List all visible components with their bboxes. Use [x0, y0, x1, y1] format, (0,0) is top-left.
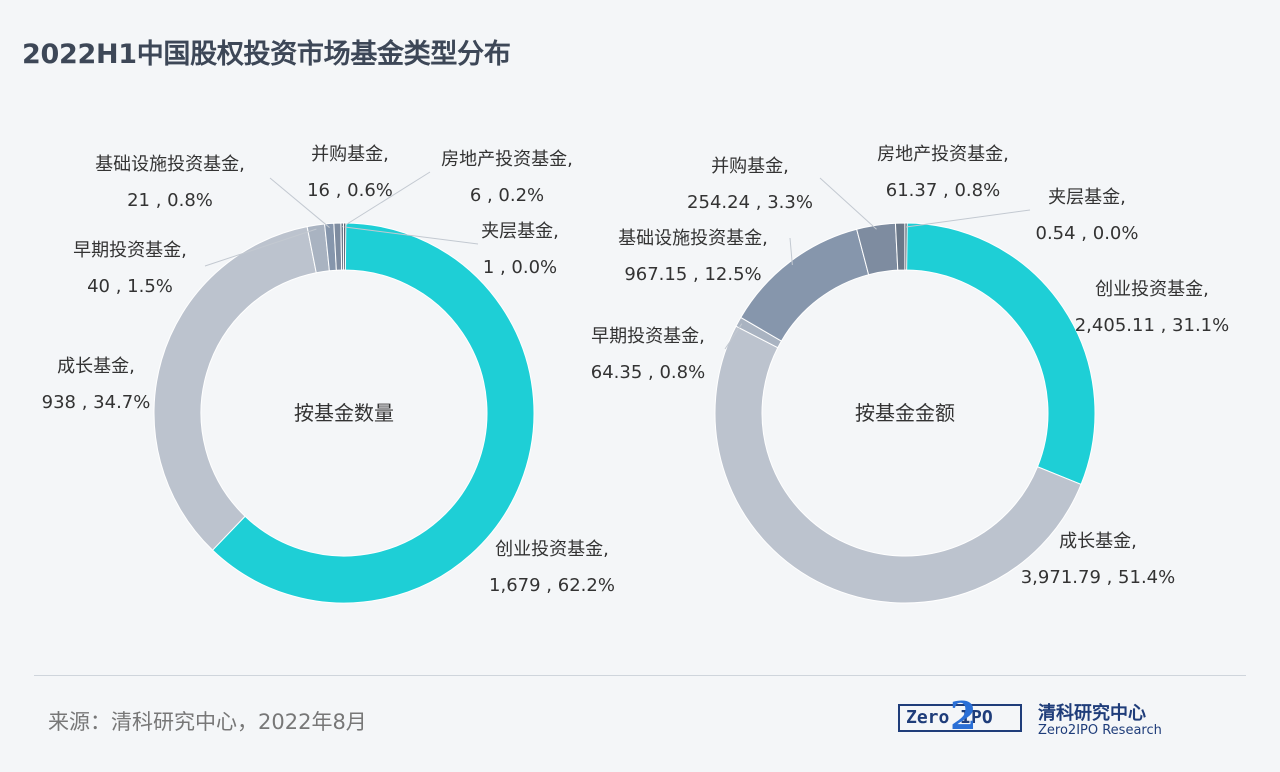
- leader-line-2-4: [789, 237, 793, 266]
- slice-label-name-1-3: 早期投资基金,: [73, 240, 187, 261]
- leader-line-1-6: [342, 171, 431, 228]
- slice-label-value-1-3: 40 , 1.5%: [87, 276, 173, 297]
- leader-line-1-4: [269, 177, 330, 228]
- slice-label-value-2-5: 254.24 , 3.3%: [687, 192, 813, 213]
- slice-label-name-1-7: 夹层基金,: [481, 221, 559, 242]
- divider: [34, 675, 1246, 676]
- slice-label-name-2-7: 夹层基金,: [1048, 187, 1126, 208]
- slice-label-value-2-7: 0.54 , 0.0%: [1036, 223, 1139, 244]
- slice-label-name-2-1: 创业投资基金,: [1095, 279, 1209, 300]
- slice-label-value-1-5: 16 , 0.6%: [307, 180, 393, 201]
- source-note: 来源：清科研究中心，2022年8月: [48, 710, 367, 734]
- slice-label-value-1-2: 938 , 34.7%: [42, 392, 151, 413]
- slice-label-value-2-1: 2,405.11 , 31.1%: [1075, 315, 1230, 336]
- slice-label-name-2-5: 并购基金,: [711, 156, 789, 177]
- leader-line-2-3: [724, 323, 743, 350]
- slice-1-2[interactable]: [153, 226, 317, 551]
- zero2ipo-logo: Zero IPO 2 清科研究中心 Zero2IPO Research: [898, 693, 1188, 745]
- slice-label-name-1-2: 成长基金,: [57, 356, 135, 377]
- slice-1-7[interactable]: [343, 222, 347, 271]
- page-title: 2022H1中国股权投资市场基金类型分布: [22, 39, 511, 70]
- slice-label-value-1-1: 1,679 , 62.2%: [489, 575, 615, 596]
- slice-label-value-1-4: 21 , 0.8%: [127, 190, 213, 211]
- slice-label-name-1-5: 并购基金,: [311, 144, 389, 165]
- leader-line-1-3: [204, 228, 317, 267]
- donut-chart-1: 创业投资基金, 1,679 , 62.2% 成长基金, 938 , 34.7% 早期投资…: [42, 144, 615, 604]
- logo-two: 2: [950, 693, 977, 738]
- donut-chart-2: 创业投资基金, 2,405.11 , 31.1% 成长基金, 3,971.79 , 5…: [591, 144, 1230, 604]
- slice-label-value-2-2: 3,971.79 , 51.4%: [1021, 567, 1176, 588]
- slice-label-value-2-4: 967.15 , 12.5%: [624, 264, 761, 285]
- slice-label-value-2-6: 61.37 , 0.8%: [886, 180, 1000, 201]
- leader-line-1-7: [344, 226, 479, 245]
- leader-line-2-7: [905, 209, 1031, 228]
- slice-2-2[interactable]: [714, 325, 1082, 604]
- slice-2-7[interactable]: [904, 222, 908, 271]
- slice-label-name-1-6: 房地产投资基金,: [441, 149, 573, 170]
- slice-label-value-1-7: 1 , 0.0%: [483, 257, 557, 278]
- logo-cn: 清科研究中心: [1038, 703, 1146, 724]
- slice-label-name-1-4: 基础设施投资基金,: [95, 154, 245, 175]
- logo-box: Zero IPO: [898, 704, 1022, 732]
- leader-line-2-5: [819, 177, 877, 230]
- slice-label-name-2-6: 房地产投资基金,: [877, 144, 1009, 165]
- slice-label-name-2-2: 成长基金,: [1059, 531, 1137, 552]
- slice-label-value-2-3: 64.35 , 0.8%: [591, 362, 705, 383]
- donut-center-label-2: 按基金金额: [855, 401, 955, 425]
- slice-label-name-2-4: 基础设施投资基金,: [618, 228, 768, 249]
- slice-label-name-2-3: 早期投资基金,: [591, 326, 705, 347]
- slice-label-name-1-1: 创业投资基金,: [495, 539, 609, 560]
- logo-en: Zero2IPO Research: [1038, 723, 1162, 738]
- slice-1-1[interactable]: [211, 222, 535, 604]
- slice-label-value-1-6: 6 , 0.2%: [470, 185, 544, 206]
- donut-center-label-1: 按基金数量: [294, 401, 394, 425]
- slice-2-1[interactable]: [904, 222, 1096, 486]
